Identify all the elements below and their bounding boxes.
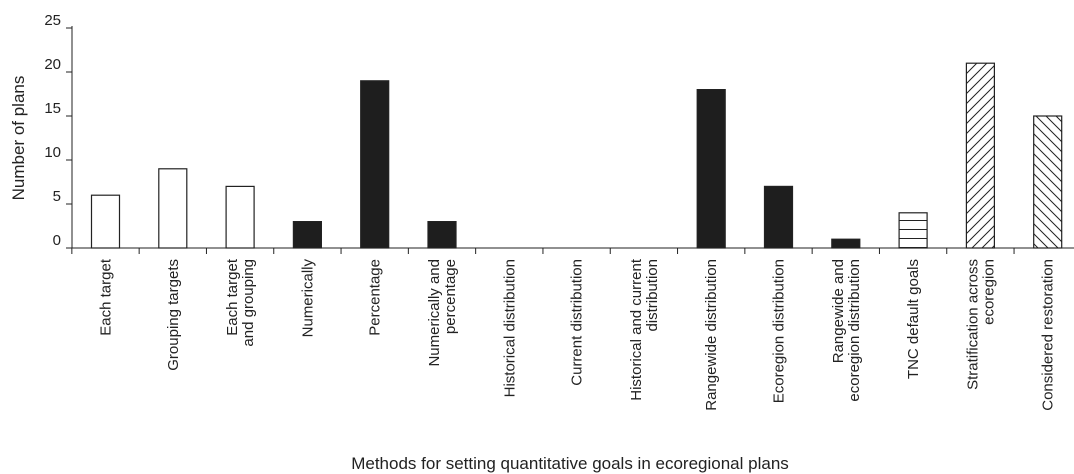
x-tick-label-line: TNC default goals bbox=[905, 259, 922, 379]
bar bbox=[90, 194, 121, 249]
y-tick-label: 0 bbox=[53, 232, 61, 249]
bar bbox=[898, 212, 928, 249]
bar bbox=[831, 238, 861, 249]
x-tick-label: Historical and current distribution bbox=[628, 258, 661, 401]
x-tick-label: Grouping targets bbox=[165, 259, 182, 371]
bars bbox=[90, 62, 1063, 249]
x-tick-label-line: distribution bbox=[644, 259, 661, 332]
y-tick-label: 5 bbox=[53, 188, 61, 205]
bar bbox=[292, 221, 322, 249]
x-tick-label: Rangewide and ecoregion distribution bbox=[830, 259, 863, 402]
x-tick-label-line: and grouping bbox=[240, 259, 257, 347]
x-axis: Each target Grouping targets Each target an… bbox=[71, 247, 1074, 411]
x-tick-label-line: percentage bbox=[442, 259, 459, 334]
y-tick-label: 25 bbox=[44, 12, 61, 29]
x-tick-label: TNC default goals bbox=[905, 259, 922, 379]
x-tick-label-line: Numerically bbox=[299, 259, 316, 338]
x-tick-label: Historical distribution bbox=[501, 259, 518, 397]
x-tick-label-line: Percentage bbox=[367, 259, 384, 336]
x-tick-label-line: Stratification across bbox=[964, 259, 981, 390]
y-tick-label: 10 bbox=[44, 144, 61, 161]
x-tick-label-line: Historical and current bbox=[628, 258, 645, 401]
x-tick-label: Rangewide distribution bbox=[703, 259, 720, 411]
bar bbox=[225, 185, 255, 249]
bar bbox=[1033, 115, 1063, 249]
bar bbox=[965, 62, 996, 249]
x-tick-label: Considered restoration bbox=[1040, 259, 1057, 411]
x-tick-label-line: Rangewide and bbox=[830, 259, 847, 363]
x-tick-label: Ecoregion distribution bbox=[771, 259, 788, 403]
bar bbox=[427, 221, 457, 249]
x-tick-label: Current distribution bbox=[569, 259, 586, 386]
x-tick-label-line: Grouping targets bbox=[165, 259, 182, 371]
x-tick-label-line: Considered restoration bbox=[1040, 259, 1057, 411]
x-tick-label: Numerically bbox=[299, 259, 316, 338]
x-tick-label: Each target bbox=[98, 258, 115, 336]
bar bbox=[763, 185, 794, 249]
x-tick-label: Each target and grouping bbox=[224, 258, 257, 346]
bar bbox=[696, 88, 726, 249]
x-tick-label: Stratification across ecoregion bbox=[964, 259, 997, 390]
x-tick-label-line: ecoregion distribution bbox=[846, 259, 863, 402]
x-tick-label-line: Ecoregion distribution bbox=[771, 259, 788, 403]
x-tick-label: Numerically and percentage bbox=[426, 259, 459, 367]
bar bbox=[158, 168, 188, 249]
x-tick-label: Percentage bbox=[367, 259, 384, 336]
bar bbox=[360, 80, 390, 249]
x-tick-label-line: Rangewide distribution bbox=[703, 259, 720, 411]
x-tick-label-line: ecoregion bbox=[980, 259, 997, 325]
y-tick-label: 15 bbox=[44, 100, 61, 117]
x-tick-label-line: Historical distribution bbox=[501, 259, 518, 397]
y-axis-title: Number of plans bbox=[9, 76, 28, 201]
x-tick-label-line: Each target bbox=[224, 258, 241, 336]
x-axis-title: Methods for setting quantitative goals i… bbox=[351, 454, 789, 473]
x-tick-label-line: Each target bbox=[98, 258, 115, 336]
y-axis: 0 5 10 15 20 25 bbox=[44, 12, 73, 249]
y-tick-label: 20 bbox=[44, 56, 61, 73]
x-tick-label-line: Current distribution bbox=[569, 259, 586, 386]
x-tick-label-line: Numerically and bbox=[426, 259, 443, 367]
